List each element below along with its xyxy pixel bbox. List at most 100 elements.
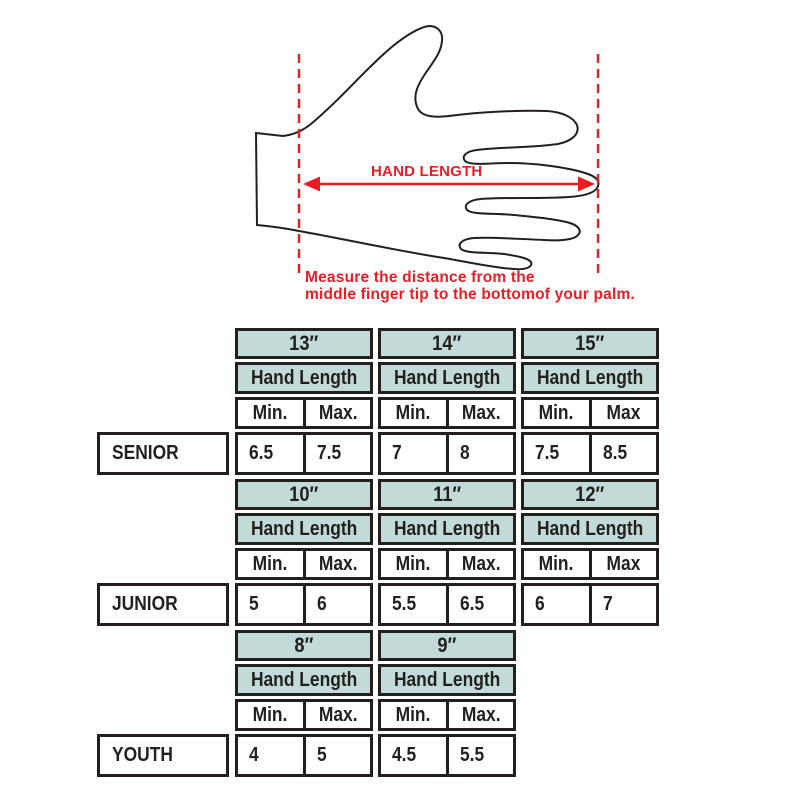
hand-length-cell-label: Hand Length xyxy=(393,668,501,691)
hand-length-cell-label: Hand Length xyxy=(393,366,501,389)
min-label-cell: Min. xyxy=(381,551,446,577)
senior-size-row: 13″ 14″ 15″ xyxy=(235,328,659,359)
size-header-label: 8″ xyxy=(294,633,314,657)
size-header-label: 13″ xyxy=(289,331,319,355)
value-pair: 4 5 xyxy=(235,734,373,777)
min-label-cell: Min. xyxy=(524,551,589,577)
senior-values-row: 6.5 7.5 7 8 7.5 8.5 xyxy=(235,432,659,475)
size-header-label: 14″ xyxy=(432,331,462,355)
minmax-pair: Min. Max. xyxy=(378,699,516,731)
min-value-cell: 5 xyxy=(238,586,303,623)
max-value-cell: 5.5 xyxy=(445,737,514,774)
min-value-cell: 7.5 xyxy=(524,435,589,472)
min-label: Min. xyxy=(395,552,431,575)
junior-grid: 10″ 11″ 12″ Hand Length Hand Length Hand… xyxy=(235,479,659,629)
min-value-cell: 4 xyxy=(238,737,303,774)
size-header-cell: 13″ xyxy=(235,328,373,359)
min-label: Min. xyxy=(252,401,288,424)
size-header-label: 15″ xyxy=(575,331,605,355)
min-value: 7 xyxy=(392,442,402,464)
max-value-cell: 6 xyxy=(302,586,371,623)
hand-length-cell: Hand Length xyxy=(521,513,659,545)
row-label-text: SENIOR xyxy=(112,442,179,464)
max-value: 5 xyxy=(316,744,327,766)
youth-minmax-row: Min. Max. Min. Max. xyxy=(235,699,516,731)
senior-hand-length-row: Hand Length Hand Length Hand Length xyxy=(235,362,659,394)
size-header-cell: 11″ xyxy=(378,479,516,510)
arrowhead-left-icon xyxy=(303,176,320,192)
minmax-pair: Min. Max. xyxy=(235,548,373,580)
min-label: Min. xyxy=(538,401,574,424)
max-label-cell: Max. xyxy=(445,702,514,728)
max-label: Max. xyxy=(461,703,501,726)
size-header-label: 12″ xyxy=(575,482,605,506)
youth-grid: 8″ 9″ Hand Length Hand Length Min. Max. … xyxy=(235,630,516,780)
min-label-cell: Min. xyxy=(381,400,446,426)
size-header-cell: 8″ xyxy=(235,630,373,661)
min-label: Min. xyxy=(252,703,288,726)
max-label: Max. xyxy=(318,401,358,424)
size-header-cell: 14″ xyxy=(378,328,516,359)
hand-length-cell: Hand Length xyxy=(235,513,373,545)
minmax-pair: Min. Max xyxy=(521,397,659,429)
min-label: Min. xyxy=(252,552,288,575)
size-header-label: 10″ xyxy=(289,482,319,506)
youth-values-row: 4 5 4.5 5.5 xyxy=(235,734,516,777)
max-value: 5.5 xyxy=(459,744,484,766)
value-pair: 6.5 7.5 xyxy=(235,432,373,475)
minmax-pair: Min. Max. xyxy=(378,548,516,580)
min-label-cell: Min. xyxy=(238,551,303,577)
max-value-cell: 8 xyxy=(445,435,514,472)
min-label: Min. xyxy=(395,703,431,726)
max-label-cell: Max. xyxy=(302,702,371,728)
max-value: 7.5 xyxy=(316,442,341,464)
size-header-cell: 12″ xyxy=(521,479,659,510)
max-value: 8 xyxy=(459,442,470,464)
youth-size-row: 8″ 9″ xyxy=(235,630,516,661)
youth-hand-length-row: Hand Length Hand Length xyxy=(235,664,516,696)
hand-length-cell-label: Hand Length xyxy=(250,668,358,691)
junior-hand-length-row: Hand Length Hand Length Hand Length xyxy=(235,513,659,545)
hand-length-cell-label: Hand Length xyxy=(536,517,644,540)
max-value-cell: 5 xyxy=(302,737,371,774)
minmax-pair: Min. Max. xyxy=(235,699,373,731)
hand-length-cell: Hand Length xyxy=(235,362,373,394)
minmax-pair: Min. Max. xyxy=(235,397,373,429)
size-header-label: 9″ xyxy=(437,633,457,657)
min-value: 6 xyxy=(535,593,545,615)
max-label-cell: Max xyxy=(588,400,657,426)
value-pair: 7 8 xyxy=(378,432,516,475)
min-value-cell: 4.5 xyxy=(381,737,446,774)
min-value: 6.5 xyxy=(249,442,274,464)
minmax-pair: Min. Max. xyxy=(378,397,516,429)
size-header-cell: 15″ xyxy=(521,328,659,359)
max-value-cell: 7.5 xyxy=(302,435,371,472)
measure-caption-line-1: Measure the distance from the xyxy=(305,269,535,286)
max-label: Max. xyxy=(318,703,358,726)
min-value-cell: 7 xyxy=(381,435,446,472)
max-label: Max. xyxy=(318,552,358,575)
size-table-block-youth: 8″ 9″ Hand Length Hand Length Min. Max. … xyxy=(0,630,800,780)
min-value: 4.5 xyxy=(392,744,417,766)
max-value-cell: 6.5 xyxy=(445,586,514,623)
size-header-label: 11″ xyxy=(432,482,462,506)
min-value: 7.5 xyxy=(535,442,560,464)
min-label: Min. xyxy=(395,401,431,424)
row-label-text: YOUTH xyxy=(112,744,173,766)
min-label-cell: Min. xyxy=(238,702,303,728)
junior-minmax-row: Min. Max. Min. Max. Min. Max xyxy=(235,548,659,580)
max-label-cell: Max xyxy=(588,551,657,577)
max-value: 6.5 xyxy=(459,593,484,615)
row-label-youth: YOUTH xyxy=(97,734,229,777)
hand-length-cell-label: Hand Length xyxy=(250,366,358,389)
senior-minmax-row: Min. Max. Min. Max. Min. Max xyxy=(235,397,659,429)
senior-grid: 13″ 14″ 15″ Hand Length Hand Length Hand… xyxy=(235,328,659,478)
hand-length-cell-label: Hand Length xyxy=(250,517,358,540)
min-value-cell: 6 xyxy=(524,586,589,623)
size-table-block-senior: 13″ 14″ 15″ Hand Length Hand Length Hand… xyxy=(0,328,800,478)
min-label-cell: Min. xyxy=(238,400,303,426)
row-label-text: JUNIOR xyxy=(112,593,178,615)
hand-length-label: HAND LENGTH xyxy=(371,163,483,180)
row-label-senior: SENIOR xyxy=(97,432,229,475)
hand-length-cell-label: Hand Length xyxy=(536,366,644,389)
